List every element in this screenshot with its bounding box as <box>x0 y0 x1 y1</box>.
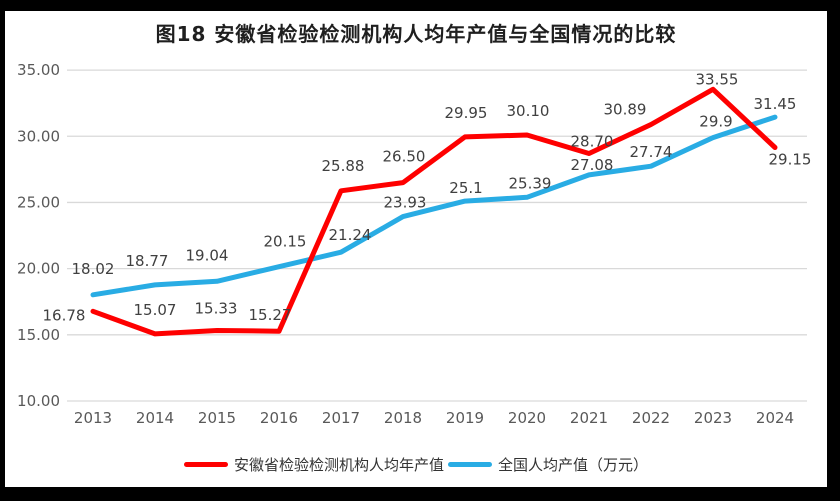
x-tick-label: 2018 <box>384 409 422 427</box>
chart-legend: 安徽省检验检测机构人均年产值 全国人均产值（万元） <box>5 454 827 475</box>
y-tick-label: 35.00 <box>17 61 60 79</box>
legend-swatch-national <box>448 462 492 467</box>
data-label-national: 29.9 <box>699 113 732 131</box>
data-label-national: 20.15 <box>264 233 307 251</box>
x-tick-label: 2020 <box>508 409 546 427</box>
x-tick-label: 2017 <box>322 409 360 427</box>
legend-label-anhui: 安徽省检验检测机构人均年产值 <box>233 456 444 474</box>
legend-label-national: 全国人均产值（万元） <box>498 456 649 474</box>
y-tick-label: 10.00 <box>17 392 60 410</box>
data-label-national: 19.04 <box>186 246 229 264</box>
x-tick-label: 2021 <box>570 409 608 427</box>
data-label-anhui: 15.27 <box>249 306 292 324</box>
legend-item-national: 全国人均产值（万元） <box>448 454 648 475</box>
data-label-anhui: 33.55 <box>696 70 739 88</box>
y-tick-label: 15.00 <box>17 326 60 344</box>
data-label-national: 23.93 <box>384 194 427 212</box>
x-tick-label: 2022 <box>632 409 670 427</box>
data-label-national: 27.74 <box>630 143 673 161</box>
data-label-anhui: 29.95 <box>445 104 488 122</box>
data-label-anhui: 29.15 <box>769 151 812 169</box>
data-label-anhui: 28.70 <box>571 132 614 150</box>
x-tick-label: 2014 <box>136 409 174 427</box>
x-tick-label: 2024 <box>756 409 794 427</box>
data-label-national: 21.24 <box>329 226 372 244</box>
legend-item-anhui: 安徽省检验检测机构人均年产值 <box>183 454 444 475</box>
data-label-anhui: 25.88 <box>322 157 365 175</box>
x-tick-label: 2023 <box>694 409 732 427</box>
data-label-anhui: 30.10 <box>507 102 550 120</box>
data-label-anhui: 30.89 <box>604 100 647 118</box>
data-label-anhui: 15.33 <box>195 299 238 317</box>
y-tick-label: 25.00 <box>17 193 60 211</box>
line-chart: 35.00 30.00 25.00 20.00 15.00 10.00 2013 2014 20… <box>17 61 812 427</box>
data-label-national: 31.45 <box>754 95 797 113</box>
data-label-national: 25.1 <box>449 179 482 197</box>
chart-panel: 图18 安徽省检验检测机构人均年产值与全国情况的比较 35.00 30.00 25.… <box>5 11 827 487</box>
series-line-anhui <box>90 86 778 337</box>
data-label-anhui: 15.07 <box>134 301 177 319</box>
data-label-anhui: 26.50 <box>383 148 426 166</box>
chart-title: 图18 安徽省检验检测机构人均年产值与全国情况的比较 <box>155 22 677 46</box>
data-label-national: 27.08 <box>571 156 614 174</box>
legend-swatch-anhui <box>183 462 228 467</box>
data-label-anhui: 16.78 <box>43 306 86 324</box>
series-line-national <box>90 114 778 298</box>
data-label-national: 25.39 <box>509 174 552 192</box>
x-tick-label: 2015 <box>198 409 236 427</box>
x-tick-label: 2013 <box>74 409 112 427</box>
y-tick-label: 30.00 <box>17 127 60 145</box>
x-tick-label: 2016 <box>260 409 298 427</box>
y-tick-label: 20.00 <box>17 260 60 278</box>
x-tick-label: 2019 <box>446 409 484 427</box>
data-label-national: 18.77 <box>126 252 169 270</box>
data-label-national: 18.02 <box>72 260 115 278</box>
